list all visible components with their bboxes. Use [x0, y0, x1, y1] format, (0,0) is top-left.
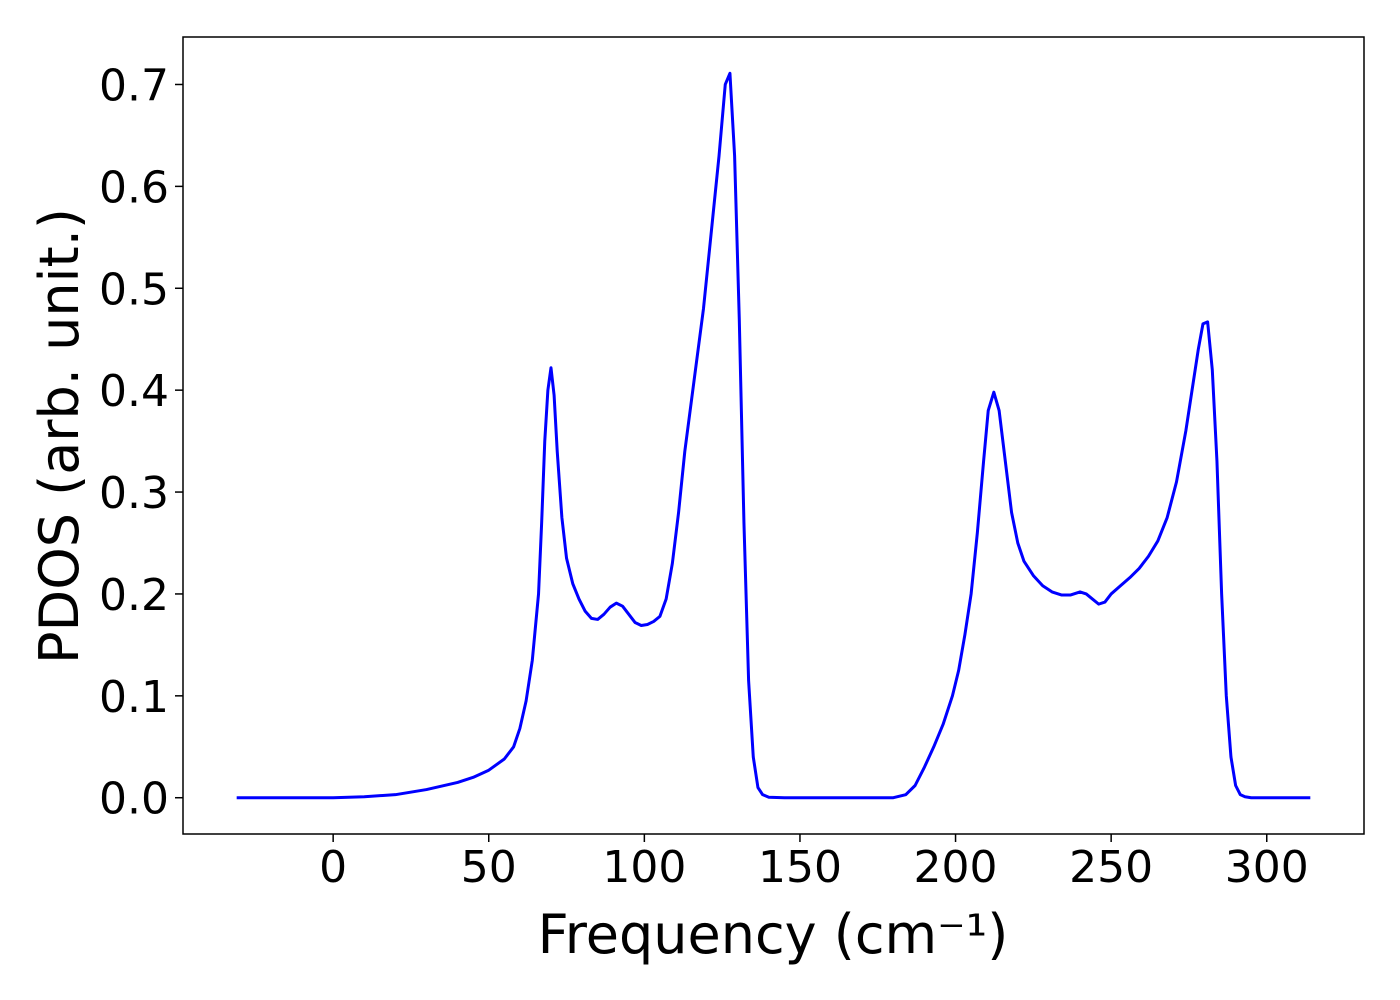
- y-tick-label: 0.2: [99, 570, 169, 621]
- y-axis-label: PDOS (arb. unit.): [28, 208, 91, 664]
- plot-frame: [182, 36, 1365, 835]
- y-tick-label: 0.7: [99, 60, 169, 111]
- data-line: [236, 71, 1311, 800]
- x-tick-label: 200: [914, 842, 998, 893]
- y-tick-label: 0.0: [99, 774, 169, 825]
- x-axis-label: Frequency (cm⁻¹): [538, 903, 1009, 966]
- x-tick-label: 250: [1069, 842, 1153, 893]
- x-tick-label: 100: [602, 842, 686, 893]
- y-tick-label: 0.6: [99, 162, 169, 213]
- x-tick-label: 300: [1225, 842, 1309, 893]
- x-tick-label: 50: [461, 842, 517, 893]
- x-tick-label: 150: [758, 842, 842, 893]
- y-tick-label: 0.1: [99, 672, 169, 723]
- x-tick-label: 0: [319, 842, 347, 893]
- y-tick-label: 0.4: [99, 366, 169, 417]
- y-tick-label: 0.3: [99, 468, 169, 519]
- y-tick-label: 0.5: [99, 264, 169, 315]
